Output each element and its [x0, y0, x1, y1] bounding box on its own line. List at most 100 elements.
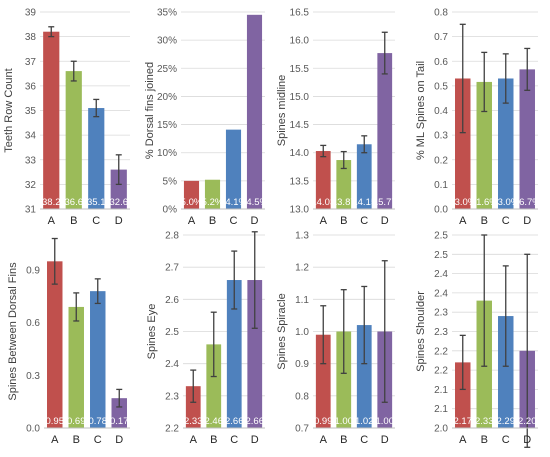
chart-panel-5: 0.0 0.3 0.6 0.9 Spines Between Dorsal Fins 0.…	[7, 237, 130, 446]
y-tick-label: 31	[25, 205, 37, 216]
x-tick-label: D	[523, 434, 531, 446]
x-tick-label: B	[209, 215, 216, 227]
chart-panel-4: 0.0 0.1 0.2 0.3 0.4 0.5 0.6 0.7 0.8 % ML Spines o…	[415, 8, 541, 228]
x-tick-label: B	[70, 215, 77, 227]
x-tick-label: B	[481, 434, 488, 446]
data-label: 56.7%	[514, 197, 541, 208]
y-tick-label: 2.1	[434, 385, 448, 396]
x-tick-label: A	[320, 215, 328, 227]
y-tick-label: 14.0	[290, 148, 310, 159]
x-tick-label: D	[115, 434, 123, 446]
x-tick-label: A	[51, 434, 59, 446]
data-label: 51.6%	[471, 197, 498, 208]
bar-B	[204, 179, 221, 209]
data-label: 32.6	[110, 197, 129, 208]
y-tick-label: 2.1	[434, 404, 448, 415]
y-tick-label: 0.7	[295, 424, 309, 435]
y-tick-label: 2.8	[165, 231, 179, 242]
bar-C	[88, 108, 105, 209]
x-tick-label: D	[115, 215, 123, 227]
y-tick-label: 13.5	[290, 176, 310, 187]
y-tick-label: 2.5	[434, 231, 448, 242]
chart-panel-2: 0% 5% 10% 15% 20% 25% 30% 35% % Dorsal fins join…	[144, 8, 269, 228]
y-tick-label: 35%	[157, 8, 177, 19]
data-label: 5.2%	[202, 197, 224, 208]
data-label: 0.95	[46, 416, 65, 427]
bar-A	[183, 180, 200, 209]
x-tick-label: A	[320, 434, 328, 446]
y-tick-label: 2.4	[165, 359, 179, 370]
bar-A	[47, 261, 63, 428]
bar-B	[336, 331, 352, 428]
y-tick-label: 0.3	[26, 371, 40, 382]
y-tick-label: 33	[25, 155, 37, 166]
data-label: 2.46	[205, 416, 224, 427]
y-tick-label: 16.0	[290, 36, 310, 47]
data-label: 53.0%	[449, 197, 476, 208]
x-tick-label: D	[381, 215, 389, 227]
bar-C	[225, 129, 242, 209]
y-tick-label: 1.3	[295, 231, 309, 242]
y-tick-label: 0%	[163, 205, 178, 216]
x-tick-label: A	[48, 215, 56, 227]
y-tick-label: 0.0	[434, 205, 448, 216]
data-label: 2.29	[497, 416, 516, 427]
data-label: 0.69	[67, 416, 86, 427]
bar-B	[65, 71, 82, 209]
data-label: 2.33	[475, 416, 494, 427]
bar-B	[68, 306, 84, 428]
x-tick-label: D	[251, 215, 259, 227]
y-tick-label: 0.9	[295, 359, 309, 370]
x-tick-label: A	[459, 215, 467, 227]
y-tick-label: 0.4	[434, 106, 448, 117]
y-tick-label: 13.0	[290, 205, 310, 216]
y-tick-label: 14.5	[290, 120, 310, 131]
data-label: 2.20	[518, 416, 537, 427]
y-tick-label: 36	[25, 81, 37, 92]
bar-D	[247, 280, 263, 428]
chart-panel-3: 13.0 13.5 14.0 14.5 15.0 15.5 16.0 16.5 Spines m…	[276, 8, 397, 228]
bar-A	[455, 362, 471, 428]
x-tick-label: B	[340, 215, 347, 227]
bar-A	[455, 78, 471, 209]
y-axis-label: % Dorsal fins joined	[144, 62, 156, 159]
data-label: 35.1	[87, 197, 106, 208]
y-tick-label: 2.3	[434, 308, 448, 319]
data-label: 5.0%	[181, 197, 203, 208]
x-tick-label: A	[190, 434, 198, 446]
data-label: 0.78	[89, 416, 108, 427]
data-label: 1.00	[376, 416, 395, 427]
bar-C	[356, 144, 372, 209]
y-tick-label: 25%	[157, 64, 177, 75]
data-label: 13.87	[332, 197, 356, 208]
data-label: 15.77	[373, 197, 397, 208]
bar-C	[498, 78, 514, 209]
y-tick-label: 2.0	[434, 424, 448, 435]
y-tick-label: 2.6	[165, 295, 179, 306]
data-label: 2.33	[184, 416, 203, 427]
y-tick-label: 0.2	[434, 155, 448, 166]
x-tick-label: D	[523, 215, 531, 227]
data-label: 0.17	[110, 416, 129, 427]
data-label: 1.02	[355, 416, 374, 427]
y-tick-label: 10%	[157, 148, 177, 159]
y-tick-label: 0.7	[434, 32, 448, 43]
y-axis-label: Spines midline	[276, 75, 288, 147]
y-tick-label: 0.9	[26, 266, 40, 277]
data-label: 1.00	[335, 416, 354, 427]
x-tick-label: D	[381, 434, 389, 446]
chart-panel-6: 2.2 2.3 2.4 2.5 2.6 2.7 2.8 Spines Eye 2.33 A 2.46…	[146, 231, 265, 446]
data-label: 2.66	[246, 416, 265, 427]
data-label: 38.2	[42, 197, 61, 208]
y-tick-label: 0.3	[434, 131, 448, 142]
y-tick-label: 0.5	[434, 81, 448, 92]
y-axis-label: % ML Spines on Tail	[415, 61, 427, 160]
y-tick-label: 2.3	[165, 391, 179, 402]
bar-A	[315, 334, 331, 428]
bar-D	[111, 398, 127, 428]
bar-D	[110, 169, 127, 209]
bar-D	[246, 14, 263, 209]
y-axis-label: Teeth Row Count	[3, 68, 15, 152]
bar-B	[476, 81, 492, 209]
